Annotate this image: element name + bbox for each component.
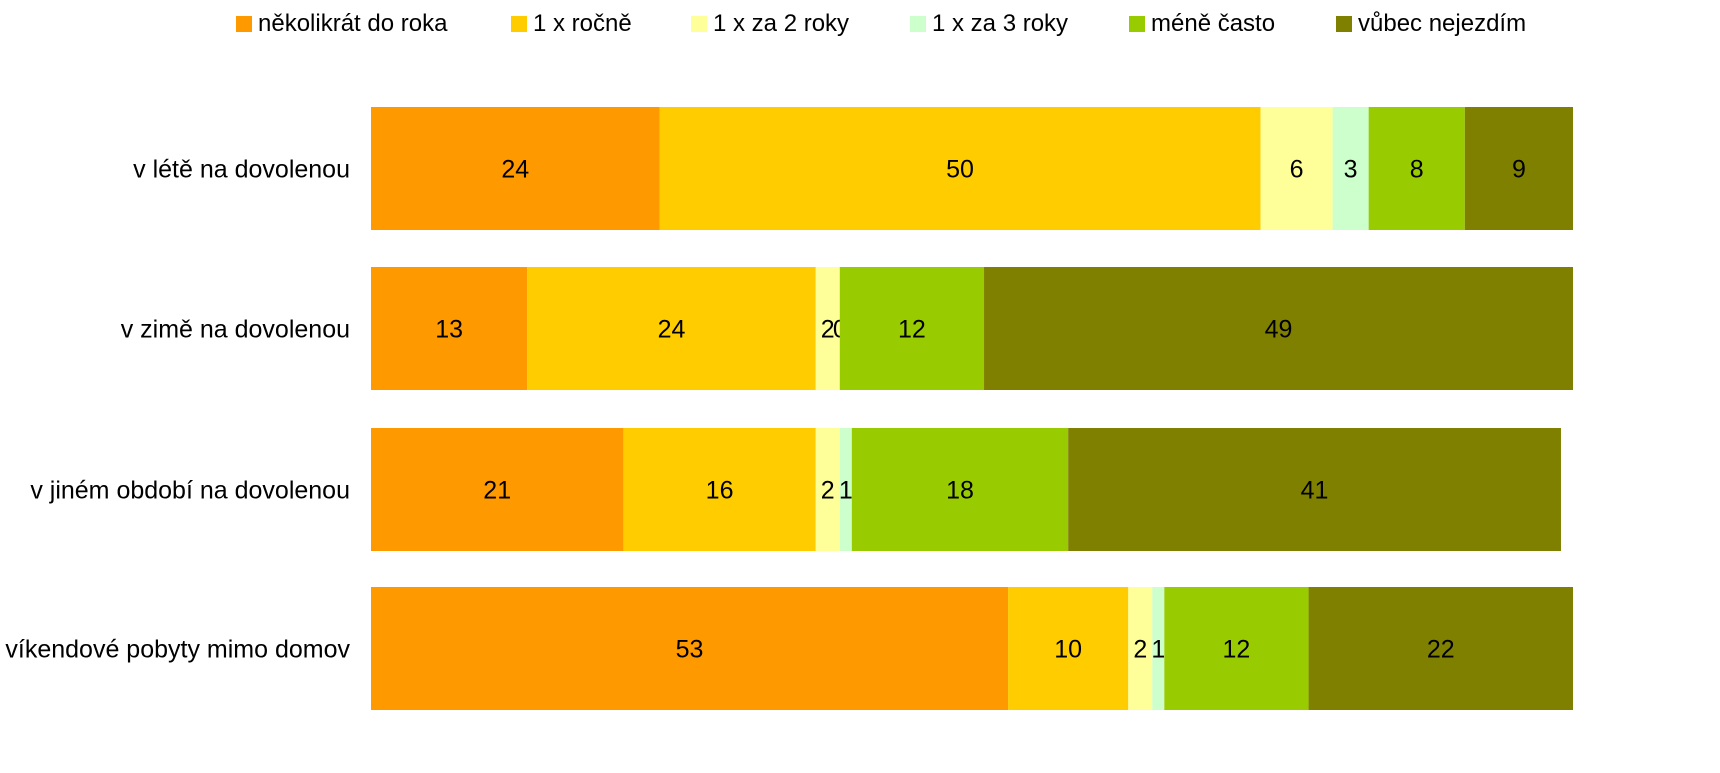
legend-label: 1 x za 2 roky xyxy=(713,10,850,37)
legend-item: méně často xyxy=(1129,10,1275,38)
legend-item: 1 x za 3 roky xyxy=(910,10,1068,38)
data-label: 50 xyxy=(946,156,974,184)
bar-segment xyxy=(1308,587,1573,710)
legend-swatch xyxy=(236,16,252,32)
legend-swatch xyxy=(1336,16,1352,32)
data-label: 49 xyxy=(1265,316,1293,344)
bar-segment xyxy=(1008,587,1129,710)
legend-label: několikrát do roka xyxy=(258,10,448,37)
category-label: v jiném období na dovolenou xyxy=(30,477,350,505)
data-label: 24 xyxy=(658,316,686,344)
data-label: 18 xyxy=(946,477,974,505)
data-label: 2 xyxy=(821,477,835,505)
bar-segment xyxy=(1068,428,1561,551)
legend-item: několikrát do roka xyxy=(236,10,447,38)
bar-segment xyxy=(851,428,1069,551)
legend-item: vůbec nejezdím xyxy=(1336,10,1526,38)
data-label: 8 xyxy=(1410,156,1424,184)
bar-segment xyxy=(371,587,1009,710)
legend-label: 1 x ročně xyxy=(533,10,632,37)
bar-segment xyxy=(1464,107,1573,230)
data-label: 12 xyxy=(1223,636,1251,664)
bar-segment xyxy=(1260,107,1333,230)
data-label: 6 xyxy=(1290,156,1304,184)
bar-segment xyxy=(371,428,624,551)
bar-segment xyxy=(371,267,528,390)
data-label: 1 xyxy=(839,477,853,505)
bar-segment xyxy=(839,428,852,551)
data-label: 24 xyxy=(501,156,529,184)
legend-label: 1 x za 3 roky xyxy=(932,10,1069,37)
legend-swatch xyxy=(511,16,527,32)
category-label: v zimě na dovolenou xyxy=(121,316,350,344)
legend-item: 1 x ročně xyxy=(511,10,632,38)
legend-swatch xyxy=(910,16,926,32)
data-label: 53 xyxy=(676,636,704,664)
data-label: 2 xyxy=(821,316,835,344)
bar-segment xyxy=(527,267,816,390)
bar-segment xyxy=(1332,107,1369,230)
legend-label: méně často xyxy=(1151,10,1276,37)
legend-label: vůbec nejezdím xyxy=(1358,10,1527,37)
data-label: 2 xyxy=(1133,636,1147,664)
legend-item: 1 x za 2 roky xyxy=(691,10,849,38)
data-label: 22 xyxy=(1427,636,1455,664)
data-label: 13 xyxy=(435,316,463,344)
bar-segment xyxy=(984,267,1573,390)
category-label: víkendové pobyty mimo domov xyxy=(5,636,350,664)
bar-segment xyxy=(839,267,985,390)
bar-segment xyxy=(1164,587,1309,710)
data-label: 10 xyxy=(1054,636,1082,664)
bar-segment xyxy=(623,428,816,551)
bar-segment xyxy=(659,107,1261,230)
data-label: 3 xyxy=(1344,156,1358,184)
data-label: 21 xyxy=(483,477,511,505)
data-label: 12 xyxy=(898,316,926,344)
data-label: 16 xyxy=(706,477,734,505)
bar-segment xyxy=(815,428,840,551)
bar-segment xyxy=(1128,587,1153,710)
category-label: v létě na dovolenou xyxy=(133,156,350,184)
data-label: 1 xyxy=(1151,636,1165,664)
bar-segment xyxy=(1368,107,1465,230)
bar-segment xyxy=(1152,587,1165,710)
legend-swatch xyxy=(1129,16,1145,32)
bar-segment xyxy=(371,107,660,230)
bar-segment xyxy=(815,267,840,390)
legend-swatch xyxy=(691,16,707,32)
data-label: 41 xyxy=(1301,477,1329,505)
data-label: 9 xyxy=(1512,156,1526,184)
chart-legend: několikrát do roka 1 x ročně 1 x za 2 roky… xyxy=(236,10,1570,40)
